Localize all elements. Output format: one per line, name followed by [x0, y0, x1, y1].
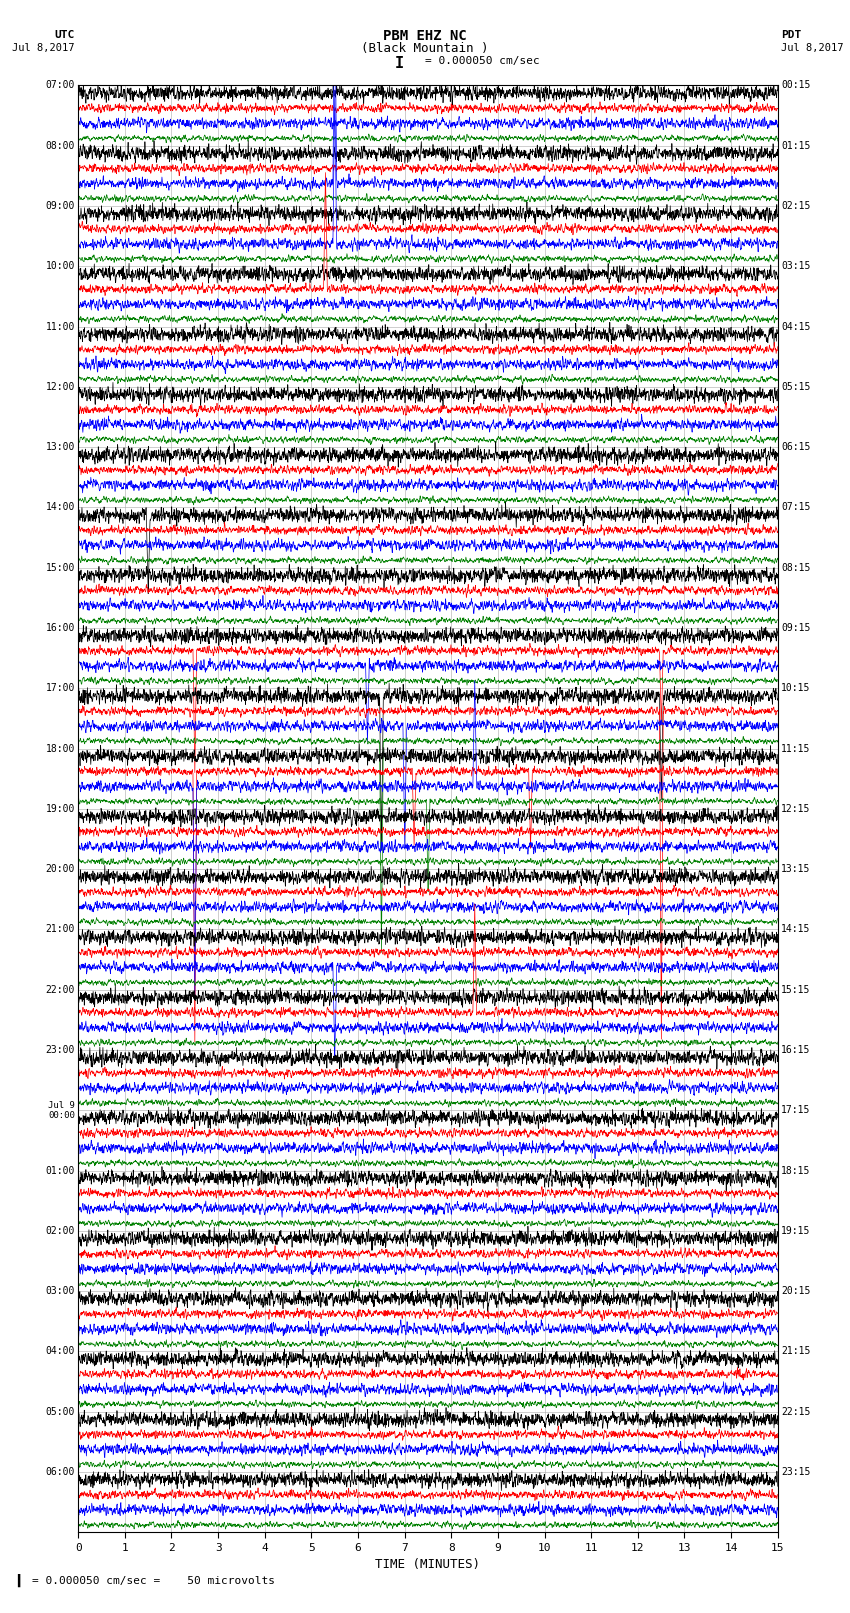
Text: 02:00: 02:00 — [45, 1226, 75, 1236]
Text: 16:15: 16:15 — [781, 1045, 811, 1055]
Text: 21:15: 21:15 — [781, 1347, 811, 1357]
Text: Jul 8,2017: Jul 8,2017 — [781, 44, 844, 53]
Text: 08:00: 08:00 — [45, 140, 75, 150]
Text: 19:15: 19:15 — [781, 1226, 811, 1236]
Text: = 0.000050 cm/sec =    50 microvolts: = 0.000050 cm/sec = 50 microvolts — [32, 1576, 275, 1586]
Text: 08:15: 08:15 — [781, 563, 811, 573]
Text: 17:00: 17:00 — [45, 684, 75, 694]
Text: 12:15: 12:15 — [781, 803, 811, 815]
Text: 13:00: 13:00 — [45, 442, 75, 452]
Text: 15:15: 15:15 — [781, 986, 811, 995]
Text: PDT: PDT — [781, 31, 802, 40]
Text: 05:00: 05:00 — [45, 1407, 75, 1416]
Text: 04:00: 04:00 — [45, 1347, 75, 1357]
Text: 02:15: 02:15 — [781, 202, 811, 211]
Text: 20:15: 20:15 — [781, 1286, 811, 1297]
Text: I: I — [395, 56, 404, 71]
Text: 10:00: 10:00 — [45, 261, 75, 271]
Text: 04:15: 04:15 — [781, 321, 811, 332]
X-axis label: TIME (MINUTES): TIME (MINUTES) — [376, 1558, 480, 1571]
Text: 18:00: 18:00 — [45, 744, 75, 753]
Text: 06:15: 06:15 — [781, 442, 811, 452]
Text: 11:00: 11:00 — [45, 321, 75, 332]
Text: UTC: UTC — [54, 31, 75, 40]
Text: Jul 8,2017: Jul 8,2017 — [12, 44, 75, 53]
Text: 16:00: 16:00 — [45, 623, 75, 632]
Text: 13:15: 13:15 — [781, 865, 811, 874]
Text: 19:00: 19:00 — [45, 803, 75, 815]
Text: 07:00: 07:00 — [45, 81, 75, 90]
Text: 00:00: 00:00 — [48, 1111, 75, 1119]
Text: PBM EHZ NC: PBM EHZ NC — [383, 29, 467, 44]
Text: 09:00: 09:00 — [45, 202, 75, 211]
Text: 05:15: 05:15 — [781, 382, 811, 392]
Text: 22:00: 22:00 — [45, 986, 75, 995]
Text: 21:00: 21:00 — [45, 924, 75, 934]
Text: 10:15: 10:15 — [781, 684, 811, 694]
Text: = 0.000050 cm/sec: = 0.000050 cm/sec — [425, 56, 540, 66]
Text: 09:15: 09:15 — [781, 623, 811, 632]
Text: (Black Mountain ): (Black Mountain ) — [361, 42, 489, 55]
Text: ▎: ▎ — [17, 1574, 26, 1587]
Text: 14:15: 14:15 — [781, 924, 811, 934]
Text: 17:15: 17:15 — [781, 1105, 811, 1115]
Text: 11:15: 11:15 — [781, 744, 811, 753]
Text: 23:15: 23:15 — [781, 1468, 811, 1478]
Text: 23:00: 23:00 — [45, 1045, 75, 1055]
Text: 18:15: 18:15 — [781, 1166, 811, 1176]
Text: 20:00: 20:00 — [45, 865, 75, 874]
Text: 01:15: 01:15 — [781, 140, 811, 150]
Text: Jul 9: Jul 9 — [48, 1102, 75, 1110]
Text: 15:00: 15:00 — [45, 563, 75, 573]
Text: 01:00: 01:00 — [45, 1166, 75, 1176]
Text: 03:00: 03:00 — [45, 1286, 75, 1297]
Text: 06:00: 06:00 — [45, 1468, 75, 1478]
Text: 14:00: 14:00 — [45, 503, 75, 513]
Text: 12:00: 12:00 — [45, 382, 75, 392]
Text: 07:15: 07:15 — [781, 503, 811, 513]
Text: 00:15: 00:15 — [781, 81, 811, 90]
Text: 22:15: 22:15 — [781, 1407, 811, 1416]
Text: 03:15: 03:15 — [781, 261, 811, 271]
